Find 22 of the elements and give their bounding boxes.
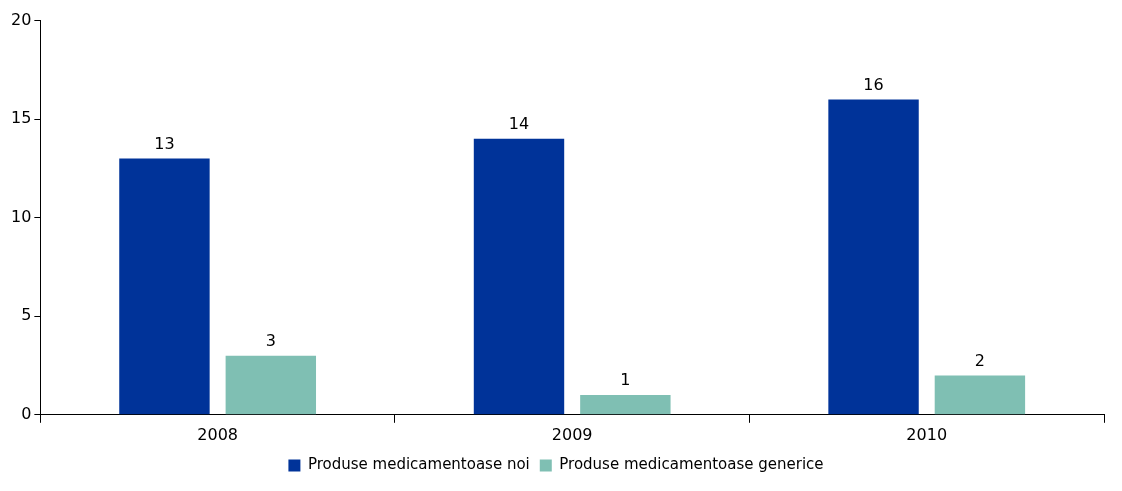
bar <box>828 99 919 415</box>
data-label: 16 <box>863 74 884 94</box>
y-tick-label: 5 <box>21 305 32 325</box>
legend-label: Produse medicamentoase generice <box>559 455 824 474</box>
y-tick-label: 0 <box>21 403 32 423</box>
bar <box>225 355 317 415</box>
y-tick-label: 10 <box>11 206 32 226</box>
data-label: 1 <box>620 370 631 390</box>
x-tick-label: 2008 <box>197 424 238 444</box>
data-label: 13 <box>154 133 175 153</box>
data-label: 14 <box>508 114 530 134</box>
y-tick-label: 20 <box>11 9 32 29</box>
bar <box>473 138 565 415</box>
data-label: 2 <box>974 350 985 370</box>
legend-label: Produse medicamentoase noi <box>307 455 530 474</box>
bar <box>119 158 210 415</box>
y-tick-label: 15 <box>11 108 32 128</box>
x-tick-label: 2009 <box>551 424 593 444</box>
bar <box>580 395 671 415</box>
x-tick-label: 2010 <box>906 424 948 444</box>
bar <box>934 375 1026 415</box>
data-label: 3 <box>265 330 276 350</box>
